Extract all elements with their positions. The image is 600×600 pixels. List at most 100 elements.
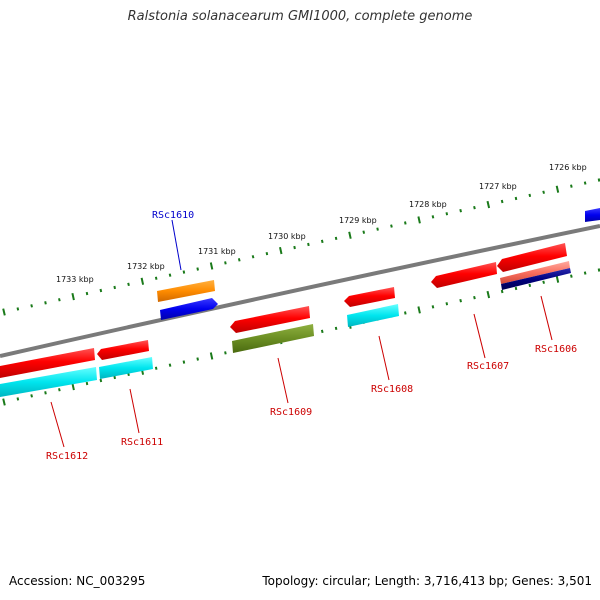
scale-tick-minor (459, 208, 462, 213)
scale-tick-minor (224, 261, 227, 265)
gene-feature-rsc1610-cds[interactable] (160, 298, 218, 320)
scale-tick-major (140, 277, 145, 285)
scale-ticks-outer (2, 178, 600, 316)
scale-tick-major (71, 382, 75, 391)
scale-tick-minor (597, 268, 600, 272)
scale-tick-minor (265, 251, 269, 256)
scale-tick-minor (113, 375, 116, 380)
scale-tick-minor (362, 230, 366, 234)
scale-tick-minor (542, 190, 545, 194)
scale-tick-minor (500, 289, 504, 294)
tick-label: 1732 kbp (127, 262, 165, 271)
scale-tick-minor (182, 270, 186, 274)
leader-line (277, 357, 289, 404)
scale-tick-major (555, 185, 560, 193)
scale-tick-minor (99, 288, 103, 293)
gene-feature-rsc1611-cds[interactable] (99, 357, 153, 379)
scale-tick-minor (334, 326, 338, 331)
scale-tick-minor (30, 394, 33, 398)
gene-label-rsc1609[interactable]: RSc1609 (270, 407, 312, 418)
scale-tick-minor (445, 212, 449, 216)
leader-line (540, 295, 553, 341)
scale-tick-minor (168, 363, 172, 367)
scale-tick-minor (196, 357, 199, 361)
gene-label-rsc1607[interactable]: RSc1607 (467, 361, 509, 372)
scale-tick-major (209, 262, 214, 270)
scale-tick-minor (44, 391, 47, 395)
gene-feature-rsc1612-cds[interactable] (0, 367, 97, 397)
gene-feature-rsc1611[interactable] (97, 340, 149, 360)
scale-tick-minor (168, 273, 172, 277)
scale-tick-minor (58, 388, 61, 392)
scale-tick-major (71, 292, 75, 301)
gene-feature-rsc1608-cds[interactable] (347, 304, 399, 327)
gene-feature-rsc1607[interactable] (431, 262, 497, 288)
leader-line (129, 388, 140, 434)
gene-feature-rsc1606-cds-a[interactable] (500, 261, 570, 284)
scale-tick-minor (570, 274, 573, 278)
scale-tick-major (2, 308, 6, 316)
scale-tick-minor (514, 286, 518, 291)
gene-label-rsc1611[interactable]: RSc1611 (121, 437, 163, 448)
scale-tick-major (279, 246, 283, 255)
gene-label-rsc1612[interactable]: RSc1612 (46, 451, 88, 462)
gene-feature-rsc1612[interactable] (0, 348, 95, 378)
scale-tick-major (209, 352, 214, 360)
scale-tick-minor (16, 307, 20, 311)
scale-tick-minor (320, 329, 324, 334)
scale-tick-minor (16, 397, 20, 401)
leader-line (473, 313, 486, 359)
scale-tick-minor (528, 193, 532, 198)
scale-tick-minor (182, 360, 186, 364)
scale-tick-minor (404, 311, 407, 315)
scale-tick-minor (404, 221, 407, 225)
tick-label: 1729 kbp (339, 216, 377, 225)
scale-tick-minor (85, 291, 89, 296)
gene-feature-rsc1609-cds[interactable] (232, 324, 314, 353)
scale-tick-major (417, 306, 421, 314)
gene-label-rsc1606[interactable]: RSc1606 (535, 344, 577, 355)
scale-tick-minor (154, 366, 158, 370)
scale-tick-major (417, 216, 421, 224)
scale-tick-minor (514, 196, 518, 201)
tick-label: 1731 kbp (198, 247, 236, 256)
scale-tick-minor (58, 298, 61, 302)
gene-label-rsc1608[interactable]: RSc1608 (371, 384, 413, 395)
scale-tick-minor (583, 181, 587, 185)
scale-tick-minor (320, 239, 324, 244)
gene-feature-rsc1606-cds-b[interactable] (501, 268, 571, 290)
scale-tick-minor (431, 305, 435, 309)
scale-tick-minor (542, 280, 545, 284)
scale-tick-labels: 1726 kbp 1727 kbp 1728 kbp 1729 kbp 1730… (56, 163, 587, 284)
map-title: Ralstonia solanacearum GMI1000, complete… (127, 9, 473, 24)
scale-tick-minor (224, 351, 227, 355)
gene-feature-rsc1606[interactable] (497, 243, 567, 272)
scale-tick-minor (376, 227, 379, 231)
gene-feature-rsc1610-blue[interactable] (585, 208, 600, 222)
topology-text: Topology: circular; Length: 3,716,413 bp… (262, 574, 592, 588)
label-leader-lines (50, 219, 553, 448)
gene-feature-rsc1608[interactable] (344, 287, 395, 307)
scale-tick-minor (113, 285, 116, 290)
scale-tick-major (486, 290, 491, 299)
scale-tick-minor (431, 215, 435, 219)
scale-tick-major (486, 200, 491, 209)
tick-label: 1730 kbp (268, 232, 306, 241)
scale-tick-minor (500, 199, 504, 204)
scale-tick-minor (597, 178, 600, 182)
tick-label: 1726 kbp (549, 163, 587, 172)
scale-tick-minor (473, 295, 476, 300)
gene-feature-rsc1609[interactable] (230, 306, 310, 333)
scale-tick-minor (127, 282, 130, 287)
scale-tick-minor (99, 378, 103, 383)
scale-tick-minor (251, 255, 255, 259)
scale-tick-minor (307, 242, 310, 247)
gene-feature-rsc1610[interactable] (157, 280, 215, 302)
scale-tick-minor (154, 276, 158, 280)
gene-label-rsc1610[interactable]: RSc1610 (152, 210, 194, 221)
tick-label: 1727 kbp (479, 182, 517, 191)
tick-label: 1733 kbp (56, 275, 94, 284)
scale-tick-minor (196, 267, 199, 271)
scale-tick-minor (459, 298, 462, 303)
